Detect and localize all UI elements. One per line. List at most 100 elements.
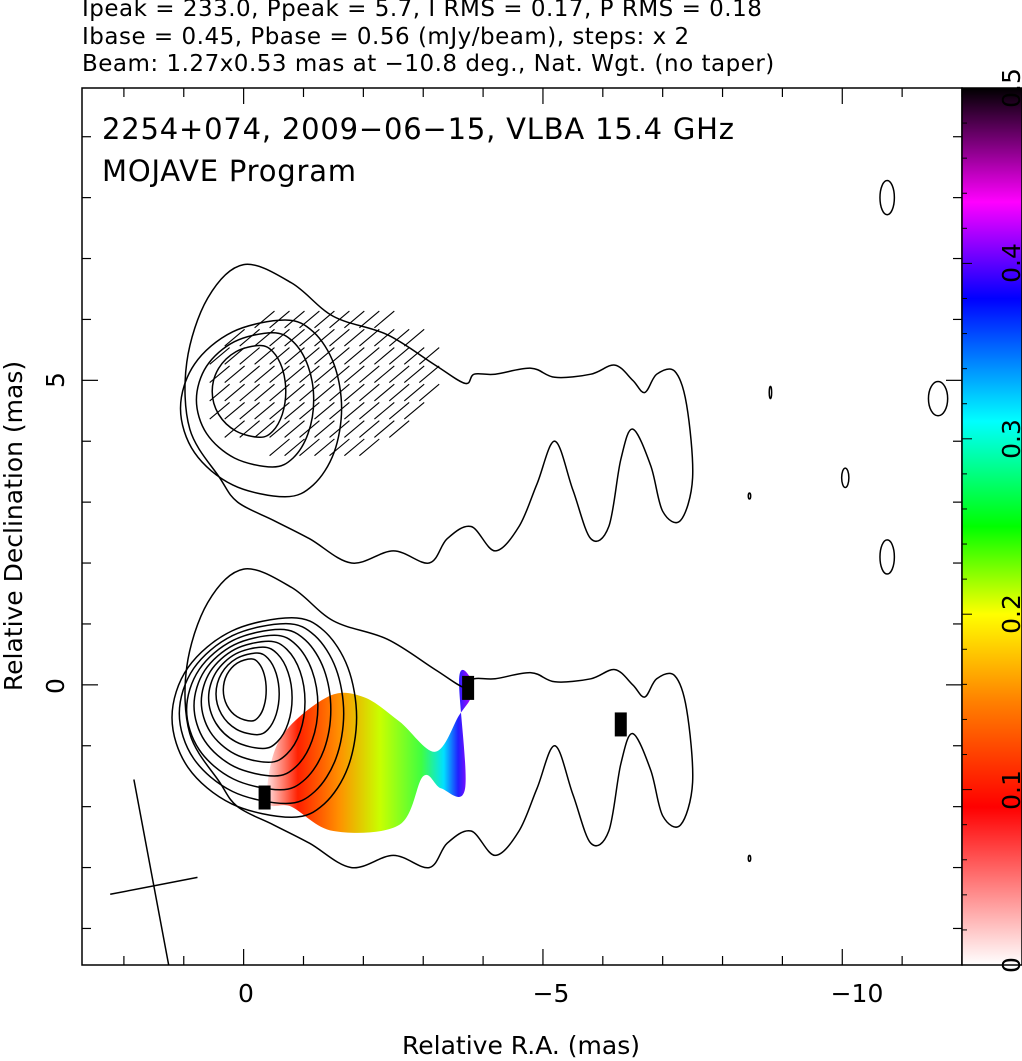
evpa-vector-70 — [344, 310, 365, 329]
evpa-vector-22 — [254, 310, 275, 329]
evpa-vector-54 — [314, 310, 335, 329]
evpa-vector-35 — [284, 365, 305, 384]
outer-contour-panel-1 — [184, 263, 694, 564]
x-tick-label-0: 0 — [238, 979, 254, 1008]
evpa-vector-31 — [284, 438, 305, 457]
evpa-vector-15 — [239, 328, 260, 347]
evpa-vector-34 — [284, 383, 305, 402]
evpa-vector-24 — [269, 420, 290, 438]
source-title: 2254+074, 2009−06−15, VLBA 15.4 GHz — [102, 112, 735, 146]
pixel-artifacts — [258, 675, 627, 810]
evpa-vector-93 — [403, 383, 425, 402]
evpa-vector-13 — [239, 365, 260, 384]
evpa-vector-46 — [299, 310, 320, 329]
header-line-2: Ibase = 0.45, Pbase = 0.56 (mJy/beam), s… — [82, 24, 690, 50]
evpa-vector-32 — [284, 420, 305, 438]
evpa-vector-42 — [299, 383, 320, 402]
evpa-vector-36 — [284, 347, 305, 365]
core-contour-1-2 — [195, 331, 315, 468]
evpa-vector-3 — [209, 347, 230, 365]
core-contour-1-3 — [211, 344, 287, 439]
evpa-vector-28 — [269, 347, 290, 365]
evpa-vector-4 — [224, 420, 245, 438]
evpa-vector-85 — [374, 310, 395, 329]
evpa-vector-29 — [269, 328, 290, 347]
evpa-vector-48 — [314, 420, 335, 438]
evpa-vector-49 — [314, 401, 335, 420]
plot-area — [110, 179, 949, 965]
evpa-vector-73 — [359, 401, 380, 420]
evpa-vector-63 — [344, 438, 365, 457]
evpa-vector-38 — [284, 310, 305, 329]
core-contour-0-4 — [193, 634, 319, 777]
evpa-vector-21 — [254, 328, 275, 347]
evpa-vector-50 — [314, 383, 335, 402]
colorbar-label-4: 0.4 — [997, 243, 1022, 283]
evpa-vector-27 — [269, 365, 290, 384]
evpa-vector-81 — [374, 383, 395, 402]
evpa-vector-5 — [224, 401, 245, 420]
evpa-vector-17 — [254, 401, 275, 420]
evpa-vector-99 — [418, 347, 440, 365]
fractional-polarization-map — [267, 669, 473, 833]
pixel-artifact-2 — [258, 785, 271, 810]
evpa-vector-14 — [239, 347, 260, 365]
pixel-artifact-1 — [462, 675, 475, 700]
evpa-vector-86 — [388, 420, 410, 438]
evpa-vector-87 — [388, 401, 410, 420]
stokes-i-contours — [171, 179, 949, 869]
isolated-contour-0 — [879, 179, 896, 216]
evpa-vector-59 — [329, 365, 350, 384]
isolated-contour-6 — [768, 385, 773, 400]
evpa-vector-37 — [284, 328, 305, 347]
evpa-vector-64 — [344, 420, 365, 438]
evpa-vector-0 — [209, 401, 230, 420]
evpa-vector-57 — [329, 401, 350, 420]
evpa-vector-12 — [239, 383, 260, 402]
evpa-vector-76 — [359, 347, 380, 365]
axis-ticks — [82, 88, 963, 965]
core-contour-0-1 — [171, 616, 358, 819]
evpa-vector-91 — [388, 328, 410, 347]
evpa-vector-41 — [299, 401, 320, 420]
evpa-vector-47 — [314, 438, 335, 457]
colorbar-label-0: 0 — [997, 957, 1022, 973]
colorbar-label-2: 0.2 — [997, 594, 1022, 634]
evpa-vector-23 — [269, 438, 290, 457]
core-contour-0-7 — [215, 652, 280, 736]
evpa-vector-25 — [269, 401, 290, 420]
evpa-vector-58 — [329, 383, 350, 402]
x-tick-label-1: −5 — [533, 979, 570, 1008]
outer-contour-panel-0 — [184, 568, 694, 869]
plot-frame — [81, 87, 963, 966]
evpa-vector-65 — [344, 401, 365, 420]
evpa-vector-11 — [239, 401, 260, 420]
evpa-vector-16 — [254, 420, 275, 438]
evpa-vector-6 — [224, 383, 245, 402]
evpa-vector-8 — [224, 347, 245, 365]
core-contour-0-3 — [185, 628, 332, 791]
header-line-3: Beam: 1.27x0.53 mas at −10.8 deg., Nat. … — [82, 51, 775, 77]
evpa-vector-44 — [299, 347, 320, 365]
evpa-vector-53 — [314, 328, 335, 347]
y-tick-label-1: 5 — [41, 372, 70, 388]
evpa-vector-45 — [299, 328, 320, 347]
evpa-vector-55 — [329, 438, 350, 457]
colorbar-label-5: 0.5 — [997, 68, 1022, 108]
evpa-vector-90 — [388, 347, 410, 365]
evpa-vector-69 — [344, 328, 365, 347]
isolated-contour-4 — [747, 492, 752, 500]
beam-minor-axis — [110, 876, 198, 896]
restoring-beam — [110, 779, 198, 965]
evpa-vector-74 — [359, 383, 380, 402]
core-contour-0-2 — [178, 622, 345, 805]
evpa-vector-52 — [314, 347, 335, 365]
evpa-vector-75 — [359, 365, 380, 384]
evpa-vector-82 — [374, 365, 395, 384]
core-contour-1-1 — [179, 319, 343, 498]
isolated-contour-2 — [840, 467, 850, 489]
evpa-vector-18 — [254, 383, 275, 402]
evpa-vector-88 — [388, 383, 410, 402]
pixel-artifact-0 — [614, 712, 627, 737]
